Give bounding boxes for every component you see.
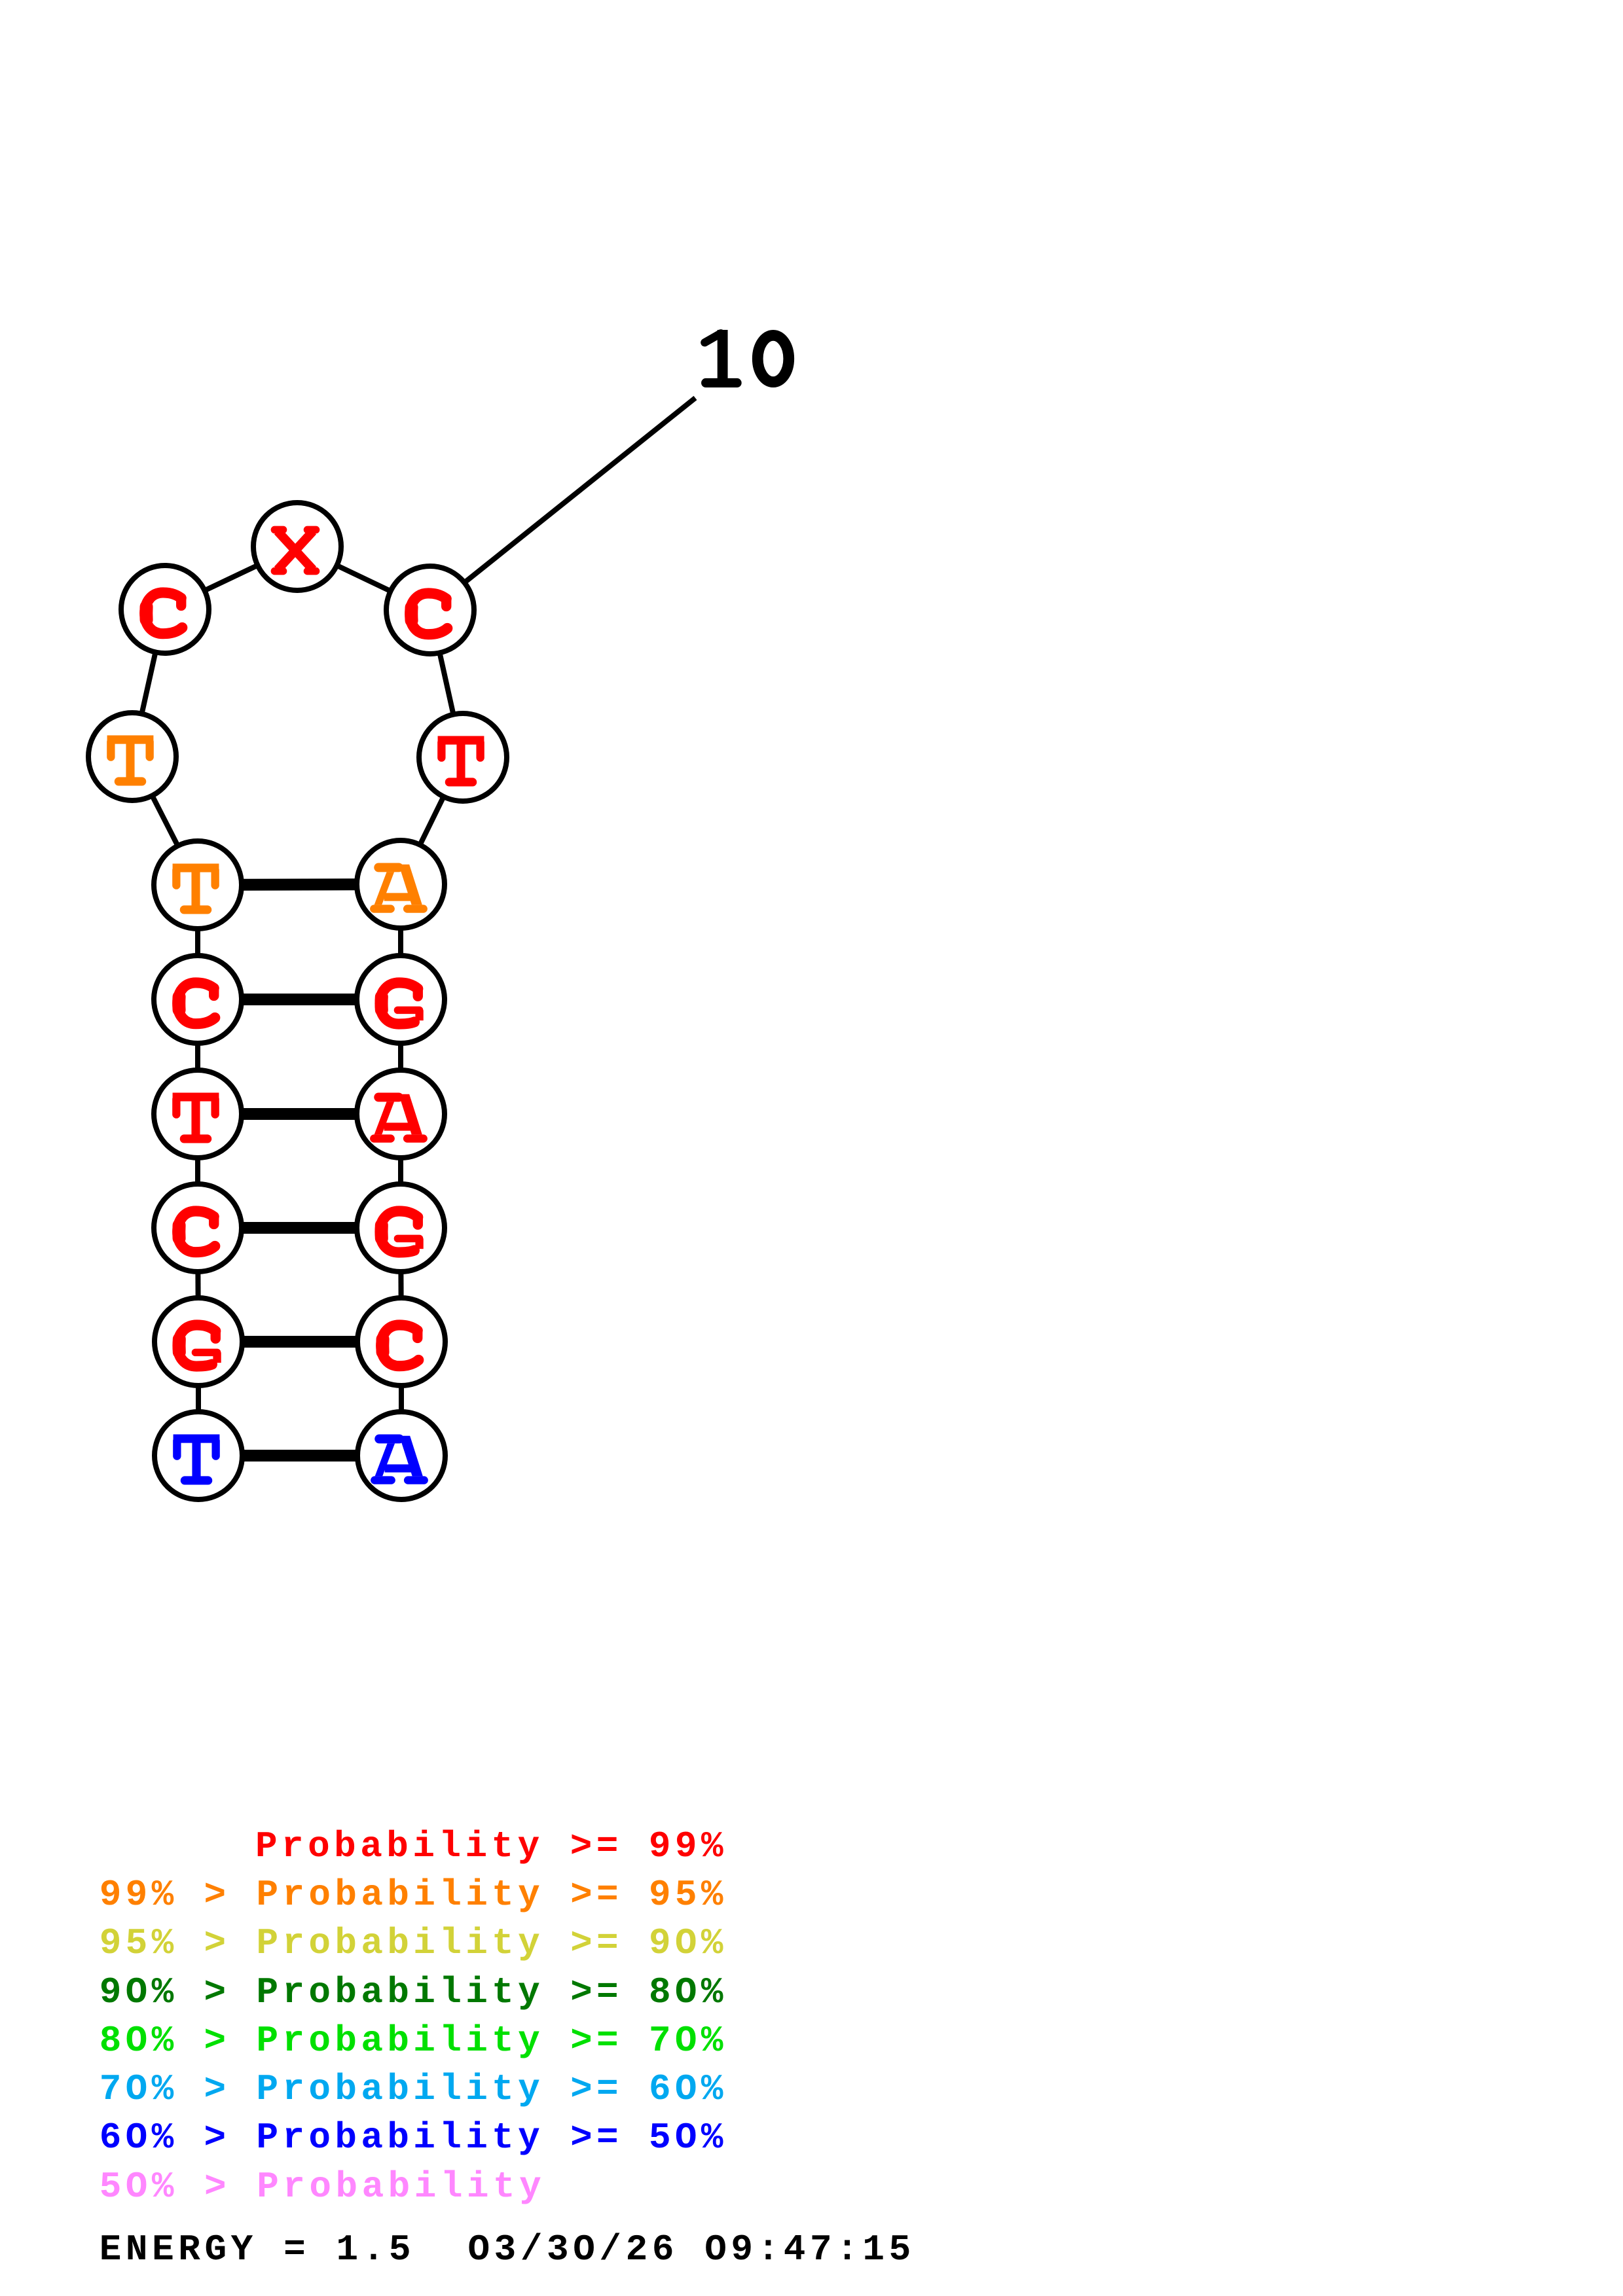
svg-text:ENERGY = 1.5 O3/3O/26 O9:47:1: ENERGY = 1.5 O3/3O/26 O9:47:15 (100, 2229, 911, 2270)
svg-text:5O% > Probability: 5O% > Probability (100, 2166, 541, 2208)
